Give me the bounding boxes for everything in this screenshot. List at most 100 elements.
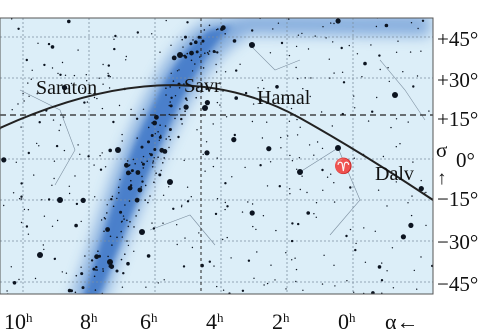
star <box>62 116 65 118</box>
star <box>98 77 100 79</box>
star <box>315 216 317 218</box>
star <box>136 137 138 139</box>
star <box>291 222 294 225</box>
star <box>50 45 55 49</box>
star-label-hamal: Hamal <box>257 87 311 109</box>
star <box>304 77 306 79</box>
ra-label-4h: 4h <box>206 309 224 334</box>
star <box>93 164 95 166</box>
star <box>204 52 206 54</box>
constellation-line <box>249 44 301 71</box>
star <box>36 93 38 95</box>
star <box>196 129 198 131</box>
star <box>397 40 399 42</box>
star <box>65 272 68 274</box>
star <box>226 236 228 239</box>
star <box>77 49 79 51</box>
star <box>190 59 193 62</box>
ecliptic-line <box>0 84 433 201</box>
star <box>266 185 269 187</box>
star <box>43 63 46 67</box>
star <box>11 18 13 20</box>
star <box>241 211 244 213</box>
star <box>349 228 352 231</box>
star <box>191 246 194 249</box>
star <box>27 233 30 235</box>
star <box>348 44 350 47</box>
star <box>169 86 171 88</box>
star <box>165 94 167 96</box>
star <box>126 261 130 266</box>
star <box>256 251 258 253</box>
star <box>119 178 121 181</box>
star <box>47 198 51 201</box>
star <box>15 161 17 163</box>
star <box>66 300 68 302</box>
star <box>182 46 184 48</box>
star <box>280 147 282 149</box>
star <box>51 225 54 227</box>
star <box>395 181 397 183</box>
star <box>20 221 23 224</box>
star <box>349 186 352 189</box>
star <box>118 104 121 107</box>
star <box>144 184 147 187</box>
star <box>93 275 96 278</box>
star <box>225 116 228 118</box>
star <box>416 75 419 77</box>
star <box>51 184 53 186</box>
star <box>296 168 298 170</box>
star <box>203 29 206 31</box>
star <box>425 191 427 194</box>
star <box>400 234 406 240</box>
star <box>68 192 71 195</box>
star <box>109 264 115 269</box>
star <box>333 264 335 266</box>
star <box>335 145 341 151</box>
star <box>145 286 147 288</box>
dec-axis-sigma: σ <box>436 138 447 162</box>
star <box>326 176 329 178</box>
star <box>130 169 134 173</box>
star <box>298 157 301 159</box>
star <box>64 74 67 77</box>
star <box>241 289 245 292</box>
star <box>61 271 63 273</box>
star <box>168 186 170 188</box>
star <box>192 88 195 90</box>
star <box>11 109 13 111</box>
star <box>192 87 195 89</box>
star <box>121 140 123 142</box>
star <box>116 197 118 200</box>
star <box>124 253 126 255</box>
star <box>354 107 356 109</box>
star <box>204 170 206 172</box>
star <box>204 150 210 156</box>
star <box>31 69 33 72</box>
star <box>262 215 265 217</box>
star <box>141 162 145 166</box>
star <box>266 146 272 152</box>
star <box>117 186 120 189</box>
star <box>27 82 29 84</box>
star <box>147 140 150 144</box>
star <box>1 157 7 163</box>
star <box>333 72 335 74</box>
star <box>420 50 422 52</box>
star <box>309 95 311 98</box>
star <box>17 103 19 105</box>
star <box>138 209 140 211</box>
star <box>172 207 175 210</box>
star-label-savr: Savr <box>184 75 221 97</box>
star <box>290 107 293 110</box>
star <box>38 121 41 124</box>
star <box>395 51 398 53</box>
star <box>159 51 161 53</box>
star <box>174 95 177 97</box>
star <box>202 153 204 156</box>
star <box>417 27 419 30</box>
star <box>170 96 173 100</box>
star <box>20 182 23 185</box>
star <box>289 193 291 195</box>
star <box>151 33 153 35</box>
